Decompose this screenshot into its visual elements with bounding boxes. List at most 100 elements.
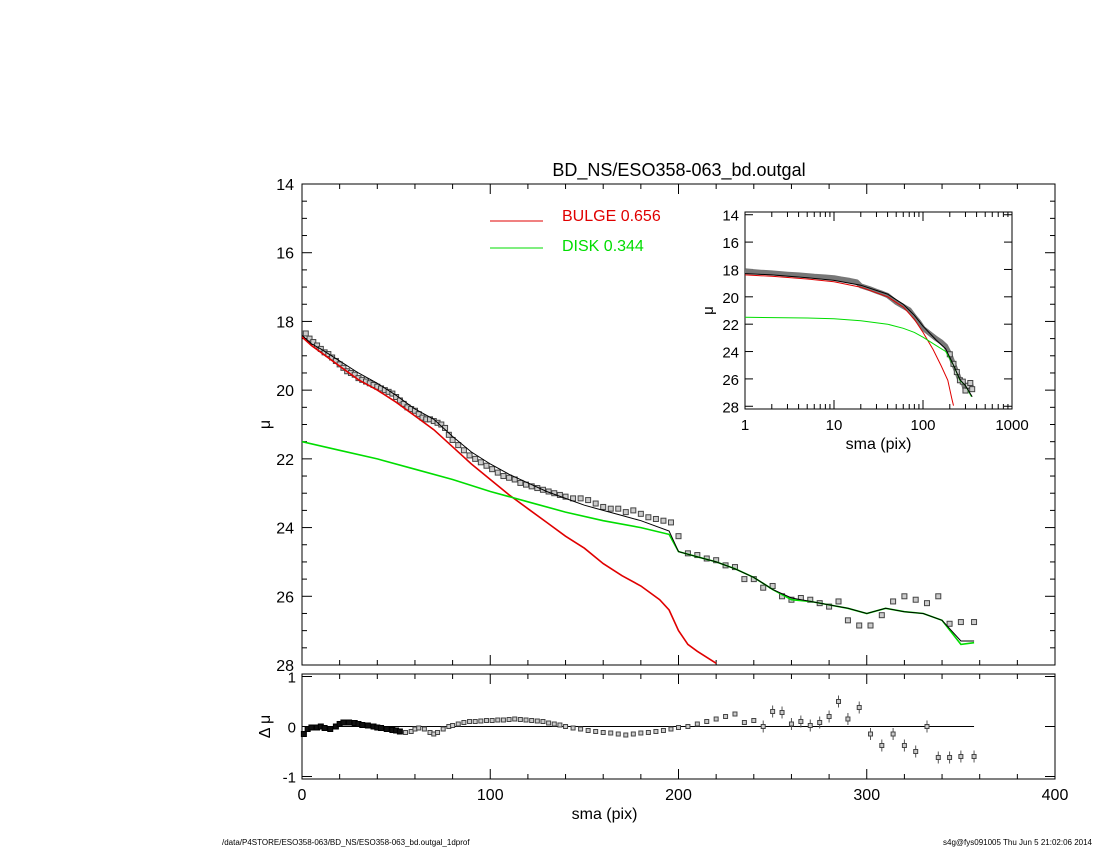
data-marker [890,598,897,605]
data-marker [732,711,738,717]
data-marker [668,726,674,732]
data-marker [867,622,874,629]
data-marker [570,725,576,731]
residual-point [461,720,467,725]
data-marker [435,730,441,735]
data-marker [306,335,313,342]
data-marker [403,730,409,735]
residual-point [653,729,659,734]
data-marker [637,510,644,517]
data-marker [557,722,563,728]
residual-point [798,715,804,728]
model-line [302,334,975,642]
data-marker [416,725,422,731]
residual-point [608,730,614,736]
residual-point [879,739,885,752]
data-marker [685,724,691,729]
data-marker [378,725,385,731]
data-marker [593,729,599,734]
data-marker [856,705,862,710]
data-marker [483,718,489,723]
residual-point [467,719,473,724]
inset-background [745,212,1012,409]
data-marker [845,716,851,722]
y-tick-label: 22 [276,452,294,469]
data-marker [844,617,851,624]
residual-point [807,719,813,732]
data-marker [512,716,518,722]
data-marker [741,576,748,583]
residual-point [500,717,506,723]
data-marker [615,505,622,512]
data-marker [577,495,584,502]
data-marker [957,619,964,626]
y-tick-label: -1 [283,770,296,787]
residual-point [540,719,546,724]
residual-point [924,720,930,733]
x-tick-label: 200 [665,787,692,804]
y-tick-label: 26 [276,589,294,606]
data-marker [667,519,674,526]
data-marker [340,719,347,726]
data-marker [460,447,467,454]
residual-point [600,730,606,735]
residual-point [741,720,747,725]
data-marker [935,593,942,600]
residual-point [364,722,371,729]
data-marker [652,515,659,522]
residual-point [421,726,427,732]
data-marker [901,743,907,748]
data-marker [741,720,747,725]
residual-point [308,724,315,731]
data-marker [817,720,823,725]
data-marker [300,731,307,737]
residual-point [450,723,456,728]
residual-point [300,731,307,737]
data-marker [396,728,403,735]
residual-point [694,721,700,727]
data-marker [308,724,315,731]
data-marker [578,726,584,732]
residual-point [512,716,518,722]
data-marker [653,729,659,734]
data-marker [967,380,974,387]
data-marker [608,730,614,736]
y-tick-label: 24 [722,345,739,362]
residual-point [523,717,529,723]
data-marker [868,731,874,737]
data-marker [600,503,607,510]
residual-point [570,725,576,731]
data-marker [630,507,637,514]
residual-point [517,717,523,722]
data-marker [551,721,557,727]
residual-point [685,724,691,729]
data-marker [969,386,976,393]
residual-point [732,711,738,717]
residual-point [913,745,919,758]
x-tick-label: 1 [741,417,749,434]
residual-point [704,719,710,724]
data-marker [694,721,700,727]
residual-point [359,722,366,728]
data-marker [449,436,456,443]
x-axis-label: sma (pix) [572,806,638,823]
data-marker [704,719,710,724]
data-marker [585,728,591,733]
inset-plot-frame [744,211,1013,410]
data-marker [562,493,569,500]
y-tick-label: 18 [722,262,739,279]
data-marker [879,743,885,748]
data-marker [467,719,473,724]
data-marker [645,730,651,735]
data-marker [878,612,885,619]
data-marker [760,724,766,729]
inset-y-axis-label: μ [700,306,717,315]
x-tick-label: 1000 [995,417,1028,434]
data-marker [660,728,666,733]
y-tick-label: 18 [276,314,294,331]
residual-point [383,726,390,732]
data-marker [540,719,546,724]
data-marker [798,719,804,724]
residual-point [779,706,785,719]
data-marker [645,514,652,521]
